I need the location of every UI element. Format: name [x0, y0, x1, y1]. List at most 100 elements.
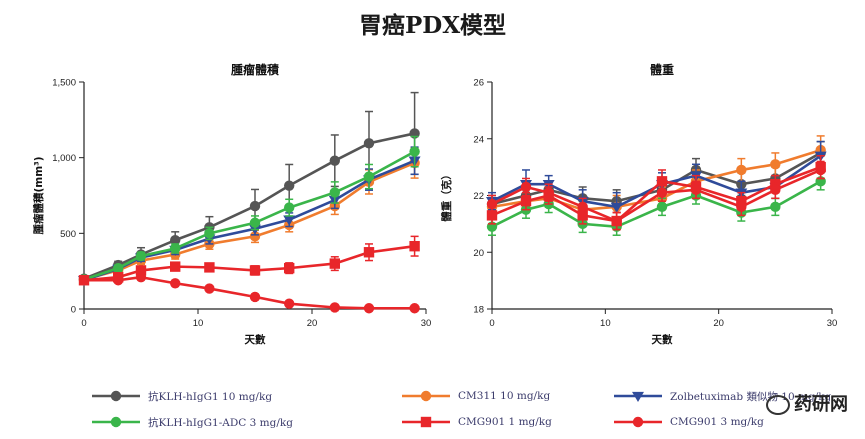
series-line — [84, 275, 415, 310]
data-point — [204, 283, 215, 294]
x-tick-label: 30 — [827, 318, 838, 329]
legend-label-3: 抗KLH-hIgG1-ADC 3 mg/kg — [148, 416, 293, 429]
legend-item-1: CM311 10 mg/kg — [400, 386, 550, 406]
data-point — [249, 217, 261, 228]
legend-symbol — [420, 416, 432, 428]
legend-marker-2 — [614, 391, 662, 402]
y-tick-label: 500 — [60, 229, 76, 240]
data-point — [113, 275, 124, 286]
y-tick-label: 1,500 — [52, 78, 76, 89]
data-point — [329, 258, 340, 269]
x-tick-label: 0 — [489, 318, 494, 329]
data-point — [577, 201, 588, 213]
legend-marker-1 — [402, 390, 450, 402]
data-point — [135, 265, 147, 276]
y-tick-label: 22 — [473, 191, 484, 202]
y-axis-label: 腫瘤體積(mm³) — [32, 156, 45, 234]
data-point — [284, 202, 295, 213]
data-point — [78, 275, 90, 286]
legend-item-4: CMG901 1 mg/kg — [400, 412, 552, 432]
legend-symbol — [420, 390, 432, 402]
data-point — [204, 262, 215, 273]
legend-marker-0 — [92, 390, 140, 402]
data-point — [770, 159, 781, 170]
x-tick-label: 10 — [193, 318, 204, 329]
data-point — [284, 180, 295, 191]
x-tick-label: 30 — [421, 318, 432, 329]
x-tick-label: 10 — [600, 318, 611, 329]
data-point — [170, 261, 181, 272]
legend-item-5: CMG901 3 mg/kg — [612, 412, 764, 432]
series-5 — [78, 272, 420, 314]
data-point — [204, 228, 215, 239]
legend-marker-5 — [614, 416, 662, 428]
legend-symbol — [110, 416, 122, 428]
data-point — [736, 164, 747, 176]
data-point — [770, 184, 781, 196]
data-point — [520, 181, 532, 193]
data-point — [363, 247, 375, 258]
wechat-icon — [766, 395, 790, 415]
data-point — [135, 272, 147, 283]
series-line — [83, 161, 416, 281]
x-tick-label: 0 — [81, 318, 86, 329]
data-point — [249, 200, 261, 212]
legend-label-1: CM311 10 mg/kg — [458, 390, 551, 402]
data-point — [249, 291, 261, 303]
legend-label-2: Zolbetuximab 類似物 10 mg/kg — [670, 390, 832, 403]
legend-marker-3 — [92, 416, 140, 428]
data-point — [170, 243, 181, 254]
series-line — [491, 168, 822, 223]
data-point — [611, 215, 622, 227]
data-point — [249, 231, 261, 242]
data-point — [284, 298, 295, 309]
data-point — [329, 302, 340, 313]
y-tick-label: 20 — [473, 248, 484, 259]
chart-title: 體重 — [650, 62, 674, 77]
watermark: 药研网 — [766, 390, 848, 416]
y-tick-label: 18 — [473, 305, 484, 316]
series-line — [83, 150, 416, 281]
watermark-text: 药研网 — [794, 394, 848, 415]
data-point — [113, 262, 124, 274]
x-tick-label: 20 — [713, 318, 724, 329]
data-point — [329, 155, 340, 166]
series-line — [491, 165, 822, 223]
data-point — [543, 187, 554, 198]
legend-label-0: 抗KLH-hIgG1 10 mg/kg — [148, 390, 273, 403]
chart-title: 腫瘤體積 — [231, 62, 280, 77]
x-axis-label: 天數 — [652, 333, 673, 346]
series-line — [83, 244, 415, 282]
series-line — [83, 132, 415, 280]
data-point — [815, 164, 826, 176]
page-title: 胃癌PDX模型 — [358, 12, 507, 39]
y-tick-label: 1,000 — [52, 153, 76, 164]
data-point — [249, 265, 261, 276]
legend-label-5: CMG901 3 mg/kg — [670, 416, 764, 428]
data-point — [520, 195, 532, 207]
legend-label-4: CMG901 1 mg/kg — [458, 416, 552, 428]
data-point — [409, 146, 420, 157]
data-point — [363, 303, 375, 314]
x-axis-label: 天數 — [245, 333, 266, 346]
data-point — [409, 303, 420, 314]
y-axis-label: 體重（克） — [440, 169, 453, 222]
data-point — [170, 278, 181, 289]
series-5 — [486, 160, 826, 231]
series-3 — [78, 135, 420, 285]
legend-marker-4 — [402, 416, 450, 428]
series-line — [491, 154, 822, 209]
y-tick-label: 26 — [473, 78, 484, 89]
legend-item-3: 抗KLH-hIgG1-ADC 3 mg/kg — [90, 412, 293, 432]
data-point — [610, 202, 623, 213]
y-tick-label: 0 — [71, 305, 76, 316]
x-tick-label: 20 — [307, 318, 318, 329]
legend-symbol — [632, 391, 644, 402]
data-point — [656, 201, 668, 213]
data-point — [656, 187, 668, 198]
data-point — [170, 234, 181, 246]
data-point — [409, 240, 420, 252]
